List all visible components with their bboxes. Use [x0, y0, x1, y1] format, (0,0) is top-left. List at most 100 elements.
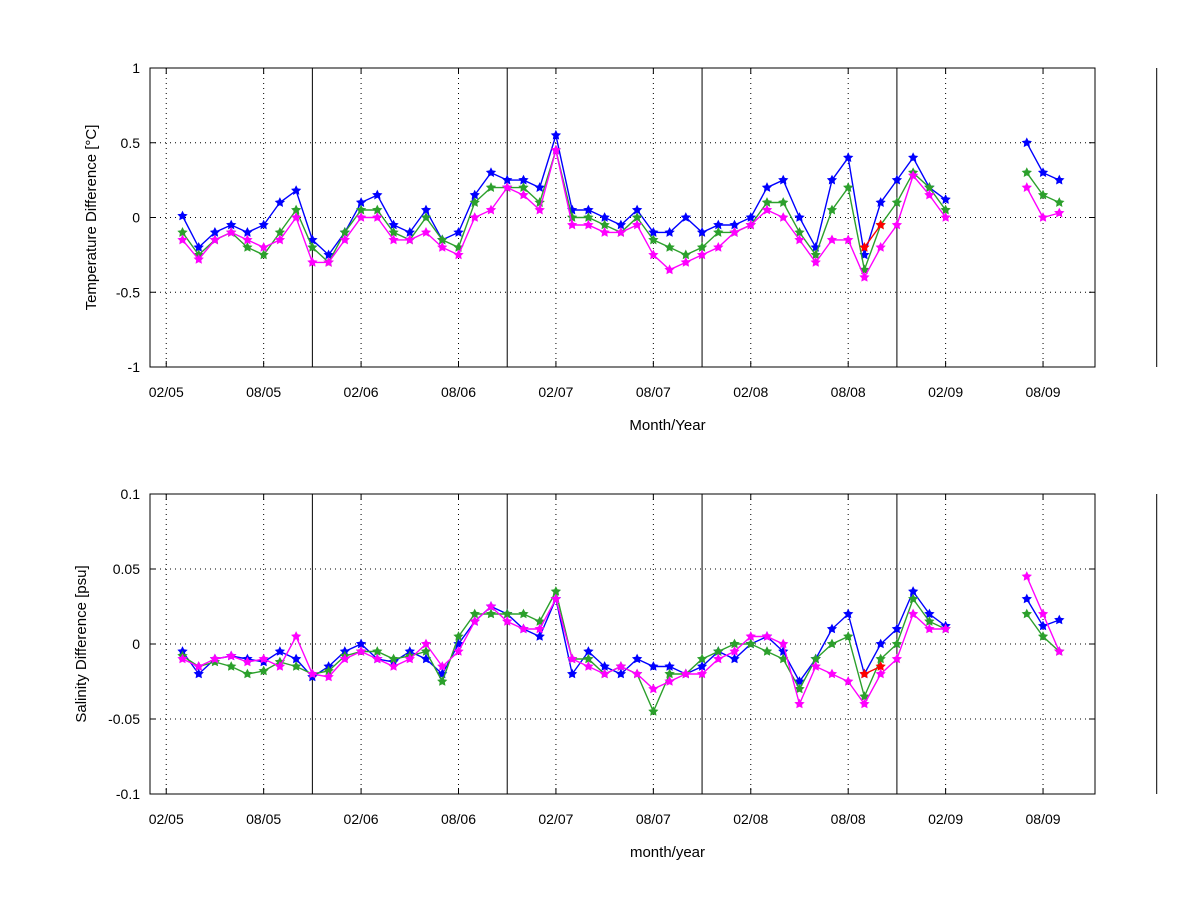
y-axis-label: Temperature Difference [°C]: [83, 125, 100, 311]
data-point: [404, 234, 415, 245]
data-point: [323, 671, 334, 682]
data-point: [437, 661, 448, 671]
data-point: [778, 174, 789, 185]
data-point: [485, 601, 497, 611]
data-point: [859, 271, 870, 282]
data-point: [485, 608, 497, 619]
data-point: [729, 653, 740, 664]
y-tick-label: -1: [128, 359, 141, 375]
x-tick-label: 02/07: [538, 384, 573, 400]
data-point: [485, 182, 497, 192]
data-point: [177, 234, 188, 245]
data-point: [908, 152, 919, 163]
data-point: [274, 234, 286, 245]
data-point: [502, 616, 513, 626]
y-tick-label: 0.1: [121, 486, 141, 502]
series-line: [181, 147, 947, 273]
data-point: [307, 668, 318, 679]
data-point: [826, 623, 838, 634]
data-point: [859, 698, 870, 709]
data-point: [420, 212, 432, 222]
data-point: [534, 623, 545, 634]
data-point: [209, 653, 221, 664]
data-point: [485, 167, 497, 178]
data-point: [648, 661, 659, 671]
data-point: [193, 661, 204, 671]
data-point: [469, 197, 480, 207]
x-tick-label: 08/05: [246, 811, 281, 827]
x-tick-label: 02/06: [344, 811, 379, 827]
series-line: [181, 150, 947, 279]
data-point: [567, 668, 578, 679]
data-point: [940, 623, 951, 634]
data-point: [518, 623, 529, 634]
data-point: [615, 226, 627, 237]
plot-frame: [149, 67, 1096, 368]
y-tick-label: 1: [132, 60, 140, 76]
data-point: [891, 653, 903, 664]
data-point: [534, 182, 545, 192]
data-point: [1054, 646, 1065, 656]
data-point: [258, 249, 269, 260]
x-tick-label: 02/05: [149, 384, 184, 400]
data-point: [355, 212, 367, 222]
salinity-panel: 02/05 08/05 02/06 08/06 02/07 08/07 02/08 08/08…: [73, 486, 1158, 861]
x-axis-label: Month/Year: [629, 417, 705, 434]
data-point: [258, 653, 269, 664]
data-point: [745, 219, 756, 230]
data-point: [875, 219, 886, 230]
data-point: [713, 241, 724, 252]
y-tick-label: -0.1: [116, 786, 140, 802]
data-point: [908, 170, 919, 181]
data-point: [453, 226, 464, 237]
data-point: [1037, 167, 1049, 178]
data-point: [242, 241, 253, 252]
data-point: [826, 234, 838, 245]
data-point: [274, 646, 286, 656]
data-point: [631, 668, 643, 679]
x-tick-label: 02/08: [733, 384, 768, 400]
data-point: [826, 204, 838, 215]
series-2: [177, 571, 1065, 709]
data-point: [583, 661, 594, 671]
x-tick-label: 02/07: [538, 811, 573, 827]
data-point: [713, 226, 724, 237]
data-point: [583, 219, 594, 230]
data-point: [891, 623, 903, 634]
data-point: [518, 189, 529, 200]
data-point: [696, 668, 708, 679]
data-point: [891, 174, 903, 185]
data-point: [420, 646, 432, 656]
data-point: [291, 631, 302, 641]
data-point: [908, 608, 919, 619]
data-point: [550, 129, 562, 140]
data-point: [177, 653, 188, 664]
plot-frame: [149, 493, 1096, 795]
data-point: [843, 152, 854, 163]
data-point: [453, 646, 464, 656]
data-point: [761, 646, 773, 656]
y-tick-label: -0.5: [116, 284, 140, 300]
data-point: [843, 631, 854, 641]
data-point: [631, 653, 643, 664]
data-point: [323, 257, 334, 267]
data-point: [940, 212, 951, 222]
data-point: [291, 661, 302, 671]
data-point: [615, 668, 627, 679]
data-point: [826, 668, 838, 679]
data-point: [453, 631, 464, 641]
data-point: [1021, 593, 1032, 604]
series-3: [859, 661, 886, 679]
series-line: [181, 132, 947, 256]
data-point: [713, 653, 724, 664]
data-point: [761, 631, 773, 641]
data-point: [778, 638, 789, 649]
y-tick-label: 0.05: [113, 561, 140, 577]
data-point: [242, 656, 253, 667]
data-point: [177, 210, 188, 221]
x-tick-label: 08/06: [441, 384, 476, 400]
data-point: [664, 241, 675, 252]
x-tick-label: 08/06: [441, 811, 476, 827]
data-point: [761, 204, 773, 215]
